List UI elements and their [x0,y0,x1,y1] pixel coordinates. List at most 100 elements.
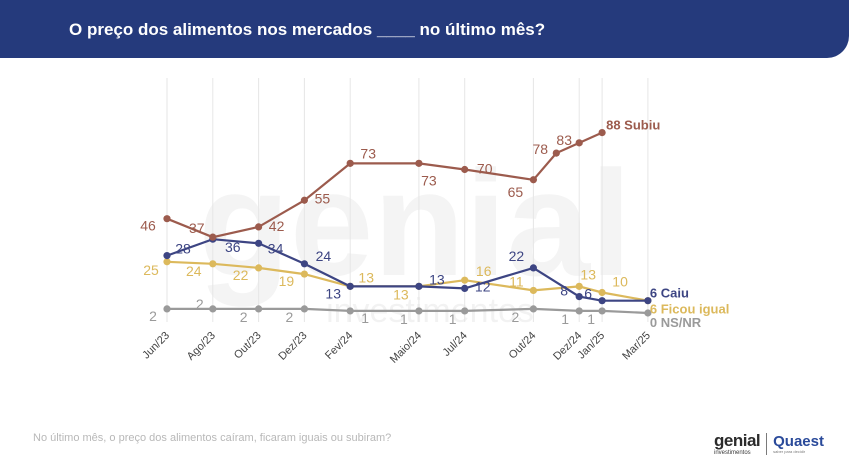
point-ns-nr [415,307,423,315]
x-tick-label: Ago/23 [185,330,218,363]
data-label-caiu: 8 [560,283,568,299]
data-label-ficou-igual: 19 [279,273,295,289]
data-label-subiu: 42 [269,218,285,234]
end-label-subiu: 88 Subiu [606,118,660,133]
data-label-caiu: 28 [175,241,191,257]
data-label-ficou-igual: 16 [476,263,492,279]
point-subiu [598,129,606,137]
data-label-ns-nr: 1 [449,311,457,327]
end-label-ns-nr: 0 NS/NR [650,315,702,330]
footer-question: No último mês, o preço dos alimentos caí… [33,432,392,444]
data-label-ns-nr: 1 [561,311,569,327]
point-subiu [575,139,583,147]
point-caiu [461,284,469,292]
data-label-subiu: 73 [360,145,376,161]
point-subiu [461,165,469,174]
data-label-caiu: 6 [584,286,592,302]
quaest-logo-sub: saber para decidir [773,449,806,454]
point-ns-nr [346,307,354,315]
x-tick-label: Jun/23 [140,330,172,362]
point-subiu [300,196,308,204]
end-label-ficou-igual: 6 Ficou igual [650,302,729,317]
data-label-ficou-igual: 24 [186,263,202,279]
data-label-caiu: 13 [325,285,341,301]
data-label-subiu: 78 [533,141,549,157]
x-tick-label: Jul/24 [441,330,470,359]
data-label-ns-nr: 1 [361,310,369,326]
data-label-ns-nr: 2 [286,309,294,325]
data-label-ns-nr: 1 [587,311,595,327]
data-label-ficou-igual: 22 [233,267,249,283]
point-caiu [255,239,263,247]
point-ficou-igual [255,264,263,272]
point-ns-nr [461,307,469,315]
point-subiu [209,233,217,241]
point-caiu [163,252,171,260]
point-ns-nr [300,305,308,313]
logo-divider [766,433,768,455]
data-label-subiu: 65 [508,184,524,200]
point-ficou-igual [529,286,538,295]
data-label-ficou-igual: 10 [612,274,628,290]
genial-logo-sub: investimentos [714,450,751,456]
point-ficou-igual [163,258,171,266]
point-caiu [346,282,354,290]
point-caiu [300,260,308,268]
data-label-caiu: 36 [225,239,241,255]
point-ficou-igual [598,288,606,297]
point-ns-nr [575,307,583,315]
data-label-caiu: 24 [316,248,332,264]
point-ficou-igual [300,270,308,278]
point-subiu [346,159,354,167]
data-label-ficou-igual: 13 [393,286,409,302]
data-label-subiu: 70 [477,161,493,177]
watermark-text: genial [198,139,631,307]
data-label-subiu: 73 [421,172,437,188]
x-tick-label: Mar/25 [620,330,653,363]
point-subiu [529,176,538,184]
point-subiu [415,159,423,167]
point-ns-nr [163,305,171,313]
data-label-caiu: 12 [475,278,491,294]
point-caiu [529,264,538,272]
page-title: O preço dos alimentos nos mercados ____ … [69,20,546,39]
data-label-ns-nr: 2 [149,308,157,324]
data-label-ficou-igual: 11 [509,273,524,289]
x-tick-label: Dez/23 [276,330,309,363]
data-label-ficou-igual: 13 [358,269,374,285]
point-ns-nr [209,305,217,313]
point-subiu [163,215,171,223]
data-label-ns-nr: 2 [240,309,248,325]
x-tick-label: Maio/24 [388,330,424,366]
point-caiu [415,282,423,290]
point-ns-nr [644,309,652,317]
point-caiu [644,297,652,305]
data-label-subiu: 83 [556,132,572,148]
point-ns-nr [598,307,606,315]
data-label-caiu: 13 [429,271,445,287]
genial-logo-name: genial [714,431,761,450]
data-label-ns-nr: 2 [196,296,204,312]
quaest-logo-name: Quaest [773,433,824,450]
point-ficou-igual [209,260,217,268]
brand-logos: genial investimentos Quaest saber para d… [714,430,824,458]
data-label-subiu: 37 [189,220,205,236]
data-label-subiu: 46 [140,218,156,234]
data-label-caiu: 22 [509,248,525,264]
point-caiu [598,297,606,305]
data-label-caiu: 34 [268,240,284,256]
end-label-caiu: 6 Caiu [650,286,689,301]
data-label-ns-nr: 2 [512,309,520,325]
data-label-subiu: 55 [315,190,331,206]
data-label-ficou-igual: 25 [143,262,159,278]
point-subiu [552,149,560,157]
x-tick-label: Out/24 [507,330,539,362]
x-tick-label: Fev/24 [323,330,355,362]
point-subiu [255,223,263,231]
genial-logo: genial investimentos [714,431,761,456]
point-ns-nr [255,305,263,313]
header-banner: O preço dos alimentos nos mercados ____ … [0,0,849,58]
data-label-ns-nr: 1 [400,311,408,327]
quaest-logo: Quaest saber para decidir [773,434,824,454]
